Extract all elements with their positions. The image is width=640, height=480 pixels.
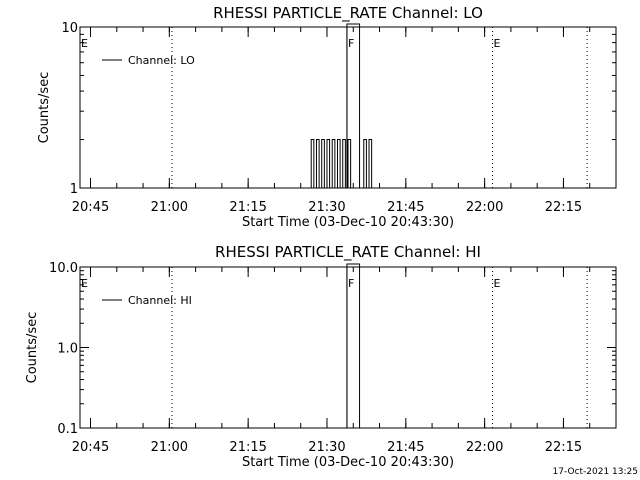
y-tick-label: 1 (70, 182, 78, 197)
y-tick-label: 1.0 (57, 342, 78, 357)
plot-frame (79, 266, 617, 429)
data-spike (342, 139, 346, 188)
footer-timestamp: 17-Oct-2021 13:25 (553, 467, 638, 477)
y-tick-label: 10.0 (49, 261, 78, 276)
legend-label: Channel: HI (128, 294, 192, 307)
data-spike (315, 139, 320, 188)
hi-channel-panel: RHESSI PARTICLE_RATE Channel: HI 0.1 1.0 10… (25, 243, 617, 470)
lo-channel-panel: RHESSI PARTICLE_RATE Channel: LO 1 10 20:45… (37, 4, 617, 230)
event-marker-label: E (494, 37, 501, 50)
x-tick-label: 21:00 (151, 440, 188, 455)
data-spike (321, 139, 325, 188)
data-spike (363, 139, 367, 188)
x-tick-label: 22:00 (466, 200, 503, 215)
y-tick-label: 0.1 (57, 422, 78, 437)
x-tick-label: 21:15 (229, 200, 266, 215)
rate-spike (346, 23, 361, 188)
event-marker-label: E (494, 277, 501, 290)
y-tick-label: 10 (61, 21, 78, 36)
data-spike (326, 139, 331, 188)
x-tick-label: 21:15 (229, 440, 266, 455)
x-tick-label: 20:45 (72, 200, 109, 215)
x-axis-label: Start Time (03-Dec-10 20:43:30) (242, 455, 454, 470)
chart-title: RHESSI PARTICLE_RATE Channel: HI (215, 243, 481, 262)
event-marker-label: F (348, 37, 354, 50)
data-spike (331, 139, 336, 188)
x-tick-label: 21:30 (308, 200, 345, 215)
x-tick-label: 22:15 (545, 440, 582, 455)
data-spike (368, 139, 373, 188)
legend-label: Channel: LO (128, 54, 195, 67)
data-spike (347, 139, 352, 188)
event-marker-label: F (348, 277, 354, 290)
x-tick-label: 21:45 (387, 200, 424, 215)
x-tick-label: 20:45 (72, 440, 109, 455)
data-spike (336, 139, 341, 188)
x-tick-label: 21:30 (308, 440, 345, 455)
x-tick-label: 22:15 (545, 200, 582, 215)
x-tick-label: 21:00 (151, 200, 188, 215)
x-tick-label: 21:45 (387, 440, 424, 455)
chart-title: RHESSI PARTICLE_RATE Channel: LO (213, 4, 483, 23)
event-marker-label: E (81, 37, 88, 50)
event-marker-label: E (81, 277, 88, 290)
x-tick-label: 22:00 (466, 440, 503, 455)
data-spike (310, 139, 315, 188)
y-axis-label: Counts/sec (25, 312, 40, 384)
x-axis-label: Start Time (03-Dec-10 20:43:30) (242, 215, 454, 230)
y-axis-label: Counts/sec (37, 72, 52, 144)
rate-spike (346, 263, 361, 428)
